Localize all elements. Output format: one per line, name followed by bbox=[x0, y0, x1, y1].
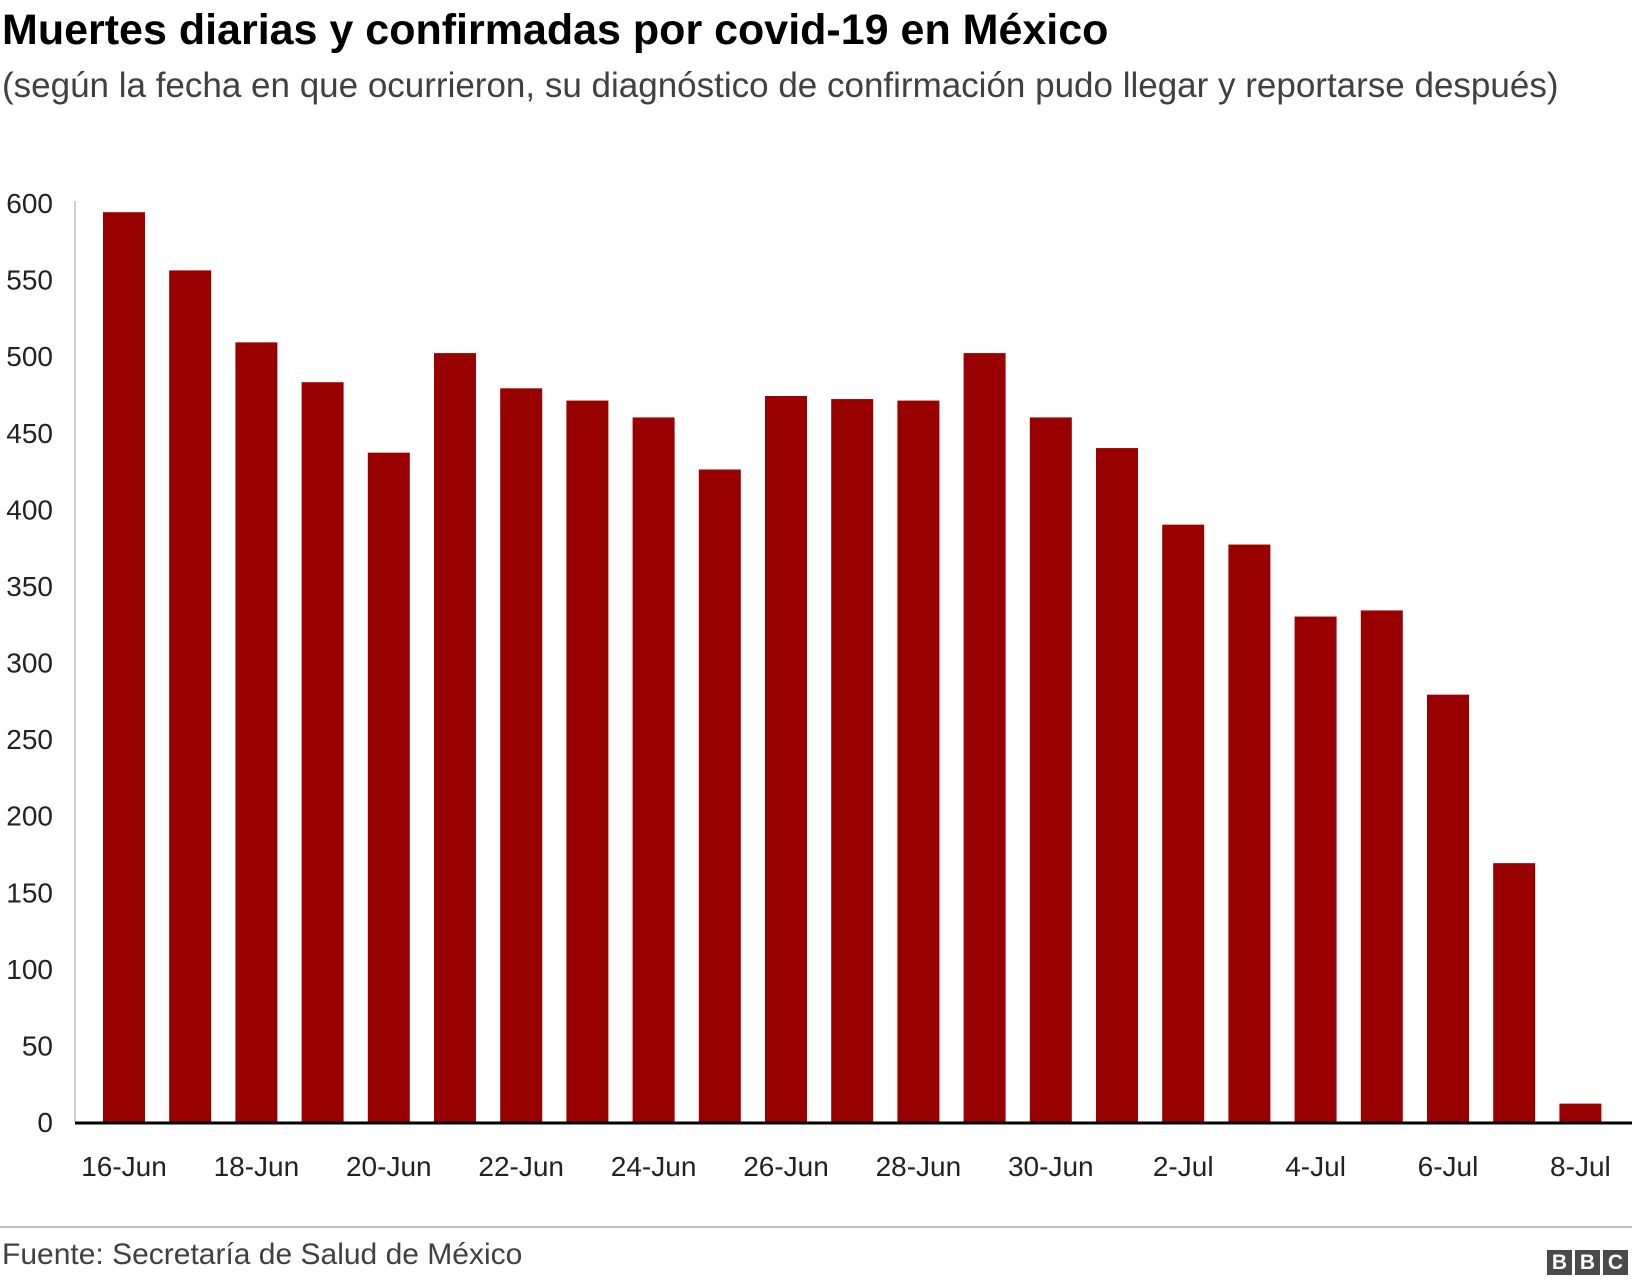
y-tick-label: 600 bbox=[6, 188, 53, 219]
x-tick-label: 24-Jun bbox=[611, 1151, 697, 1182]
bbc-logo-letter: B bbox=[1575, 1250, 1600, 1275]
bar-6-Jul bbox=[1427, 694, 1469, 1122]
y-tick-label: 100 bbox=[6, 954, 53, 985]
y-tick-label: 550 bbox=[6, 265, 53, 296]
y-tick-label: 50 bbox=[22, 1030, 53, 1061]
bar-2-Jul bbox=[1162, 524, 1205, 1122]
y-tick-label: 0 bbox=[37, 1107, 53, 1138]
x-tick-label: 18-Jun bbox=[214, 1151, 300, 1182]
x-tick-label: 26-Jun bbox=[743, 1151, 829, 1182]
y-tick-label: 400 bbox=[6, 494, 53, 525]
bbc-logo-letter: C bbox=[1603, 1250, 1628, 1275]
bar-16-Jun bbox=[103, 212, 145, 1122]
bar-29-Jun bbox=[963, 353, 1006, 1122]
x-tick-label: 28-Jun bbox=[876, 1151, 962, 1182]
bar-5-Jul bbox=[1360, 610, 1403, 1122]
bar-21-Jun bbox=[434, 353, 476, 1122]
bar-8-Jul bbox=[1559, 1103, 1602, 1122]
bar-19-Jun bbox=[301, 382, 344, 1122]
x-tick-label: 22-Jun bbox=[478, 1151, 564, 1182]
bar-20-Jun bbox=[367, 452, 410, 1123]
bar-1-Jul bbox=[1096, 448, 1138, 1123]
x-tick-label: 8-Jul bbox=[1550, 1151, 1611, 1182]
bar-23-Jun bbox=[566, 400, 609, 1122]
footer-divider bbox=[0, 1226, 1632, 1228]
bar-28-Jun bbox=[897, 400, 940, 1122]
x-tick-label: 16-Jun bbox=[81, 1151, 167, 1182]
bar-25-Jun bbox=[698, 469, 741, 1122]
bar-24-Jun bbox=[632, 417, 675, 1122]
bar-4-Jul bbox=[1294, 616, 1337, 1122]
bar-chart: 0 50 100 150 200 250 300 350 400 450 500 550 600 16-… bbox=[6, 188, 1632, 1182]
bbc-logo: B B C bbox=[1547, 1250, 1628, 1275]
chart-title: Muertes diarias y confirmadas por covid-… bbox=[2, 6, 1109, 54]
y-tick-label: 500 bbox=[6, 341, 53, 372]
bar-3-Jul bbox=[1228, 544, 1271, 1122]
y-tick-label: 450 bbox=[6, 418, 53, 449]
x-tick-label: 30-Jun bbox=[1008, 1151, 1094, 1182]
y-tick-labels: 0 50 100 150 200 250 300 350 400 450 500 550 600 bbox=[6, 188, 53, 1138]
y-tick-label: 300 bbox=[6, 648, 53, 679]
y-tick-label: 150 bbox=[6, 877, 53, 908]
bar-17-Jun bbox=[169, 270, 212, 1123]
x-tick-label: 4-Jul bbox=[1285, 1151, 1346, 1182]
bar-27-Jun bbox=[831, 399, 874, 1122]
y-tick-label: 200 bbox=[6, 801, 53, 832]
bar-18-Jun bbox=[235, 342, 278, 1122]
bar-26-Jun bbox=[765, 395, 807, 1122]
bars bbox=[103, 212, 1602, 1123]
x-tick-labels: 16-Jun 18-Jun 20-Jun 22-Jun 24-Jun 26-Jun 28-J… bbox=[81, 1151, 1611, 1182]
y-tick-label: 250 bbox=[6, 724, 53, 755]
x-tick-label: 2-Jul bbox=[1153, 1151, 1214, 1182]
x-tick-label: 6-Jul bbox=[1418, 1151, 1479, 1182]
bar-7-Jul bbox=[1493, 863, 1536, 1122]
x-tick-label: 20-Jun bbox=[346, 1151, 432, 1182]
bar-22-Jun bbox=[500, 388, 543, 1122]
y-tick-label: 350 bbox=[6, 571, 53, 602]
source-note: Fuente: Secretaría de Salud de México bbox=[2, 1238, 523, 1271]
bar-30-Jun bbox=[1029, 417, 1072, 1122]
chart-subtitle: (según la fecha en que ocurrieron, su di… bbox=[2, 66, 1559, 105]
bbc-logo-letter: B bbox=[1547, 1250, 1572, 1275]
